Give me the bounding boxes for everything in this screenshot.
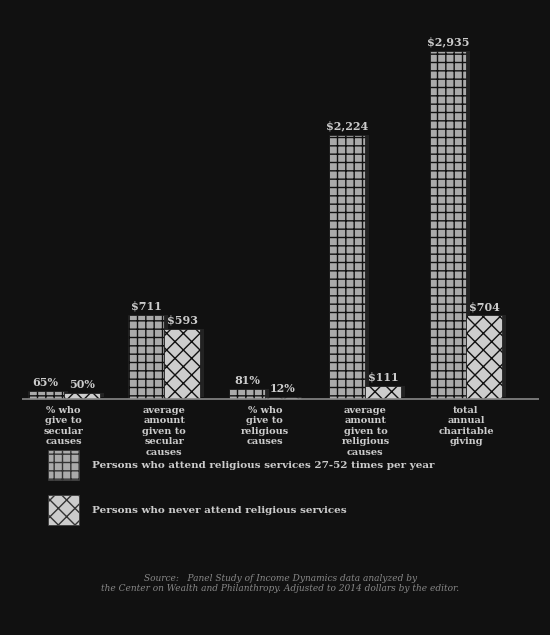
- Text: 12%: 12%: [270, 383, 296, 394]
- Bar: [229, 389, 265, 399]
- Text: Persons who attend religious services 27-52 times per year: Persons who attend religious services 27…: [92, 460, 434, 469]
- Bar: [64, 393, 100, 399]
- Text: 65%: 65%: [32, 377, 59, 388]
- Bar: [28, 391, 64, 399]
- Bar: [68, 393, 103, 398]
- Text: 81%: 81%: [234, 375, 260, 386]
- Bar: [128, 314, 164, 399]
- Bar: [470, 316, 506, 398]
- Text: total
annual
charitable
giving: total annual charitable giving: [438, 406, 494, 446]
- Bar: [329, 135, 365, 399]
- Text: % who
give to
secular
causes: % who give to secular causes: [44, 406, 84, 446]
- Bar: [430, 51, 466, 399]
- Bar: [48, 450, 79, 480]
- Bar: [466, 316, 502, 399]
- Text: Source:   Panel Study of Income Dynamics data analyzed by
the Center on Wealth a: Source: Panel Study of Income Dynamics d…: [101, 574, 460, 593]
- Text: $2,224: $2,224: [326, 121, 368, 131]
- Text: $2,935: $2,935: [427, 36, 469, 47]
- Bar: [233, 389, 268, 398]
- Text: $593: $593: [167, 314, 198, 325]
- Bar: [265, 398, 301, 399]
- Bar: [333, 135, 369, 398]
- Bar: [369, 385, 405, 398]
- Bar: [132, 314, 168, 398]
- Bar: [168, 328, 204, 398]
- Text: Persons who never attend religious services: Persons who never attend religious servi…: [92, 505, 346, 515]
- Text: 50%: 50%: [69, 378, 95, 390]
- Text: $704: $704: [469, 301, 499, 312]
- Text: average
amount
given to
secular
causes: average amount given to secular causes: [142, 406, 186, 457]
- Text: $111: $111: [368, 371, 399, 382]
- Text: $711: $711: [131, 300, 162, 311]
- Text: average
amount
given to
religious
causes: average amount given to religious causes: [342, 406, 389, 457]
- Bar: [434, 51, 470, 398]
- Text: % who
give to
religious
causes: % who give to religious causes: [241, 406, 289, 446]
- Bar: [31, 391, 68, 398]
- Bar: [164, 328, 200, 399]
- Bar: [365, 385, 402, 399]
- Bar: [48, 495, 79, 525]
